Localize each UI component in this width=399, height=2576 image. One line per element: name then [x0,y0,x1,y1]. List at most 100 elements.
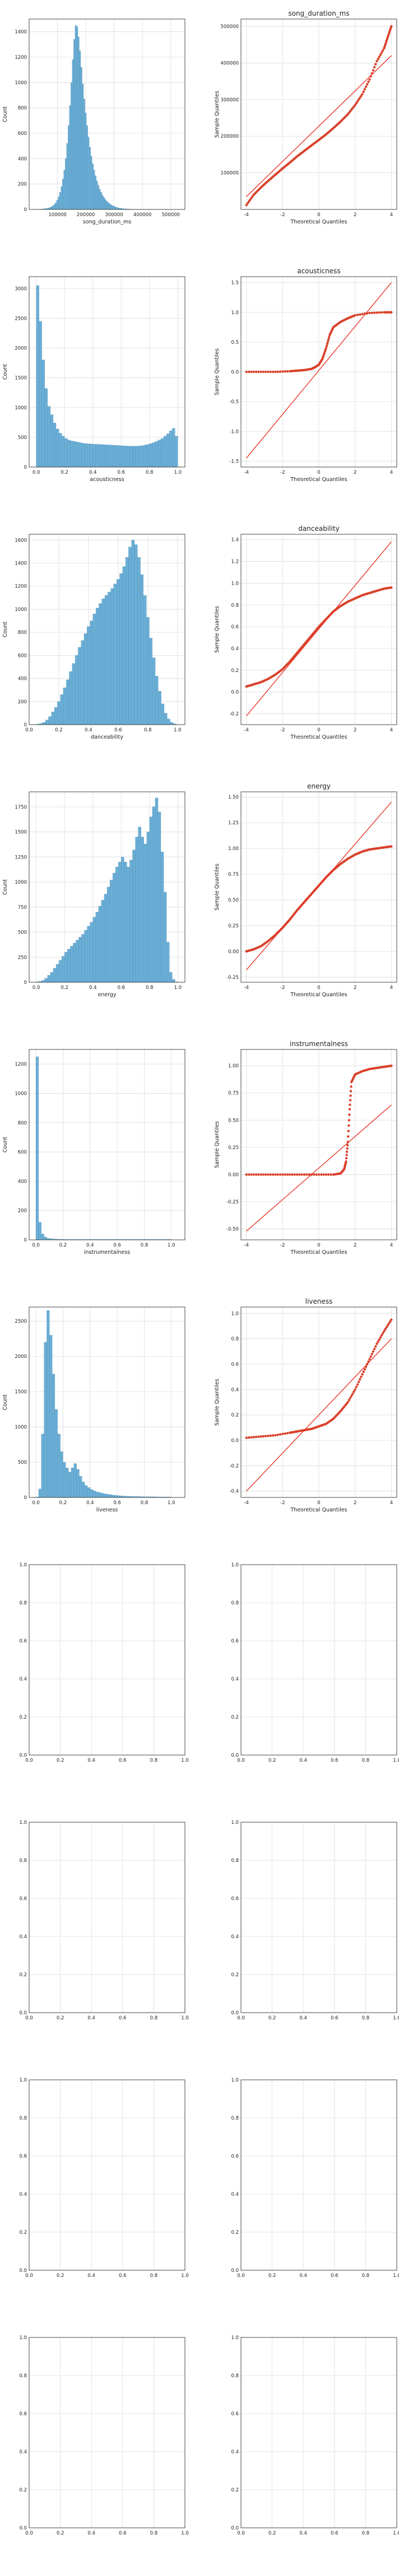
histogram-bar [78,442,82,468]
qq-point [317,1173,321,1176]
x-tick-label: 300000 [105,212,123,218]
histogram-bar [53,968,57,983]
qq-point [274,1173,277,1176]
y-tick-label: 600 [18,1150,27,1155]
x-tick-label: -4 [244,1243,248,1248]
x-tick-label: 0.2 [61,470,68,475]
axes-frame [29,1564,185,1756]
qq-point [327,1173,330,1176]
qq-point [360,95,363,97]
y-tick-label: 0.2 [231,2230,239,2236]
plot-area [29,2337,185,2528]
histogram-bar [169,972,173,983]
histogram-bar [50,414,54,468]
y-tick-label: 0 [24,1238,27,1243]
y-axis-label: Sample Quantiles [214,606,220,653]
histogram-bar [68,125,69,210]
histogram-bar [112,445,116,468]
qq-point [284,1432,286,1435]
histogram-bar [140,574,143,725]
histogram-bar [72,59,74,210]
qq-point [279,1433,282,1436]
y-axis-label: Sample Quantiles [214,864,220,911]
y-tick-label: 0.4 [19,2449,27,2455]
histogram-bar [122,566,126,725]
qq-point [245,203,248,207]
x-tick-label: 4 [390,1243,393,1248]
y-tick-label: 0.0 [231,2010,239,2016]
histogram-bar [101,599,105,725]
x-tick-label: 0.0 [33,470,40,475]
histogram-bar [134,544,138,725]
y-tick-label: 0.8 [19,2373,27,2379]
y-tick-label: 1.2 [231,559,239,565]
y-tick-label: 0.2 [231,1972,239,1978]
histogram-bar [70,946,73,983]
histogram-bar [68,1472,72,1498]
x-tick-label: 0.6 [119,2273,127,2279]
qq-point [259,370,262,374]
panel-empty-4: 0.0 0.2 0.4 0.6 0.8 1.0 0.0 0.2 0.4 0.6 0.8 1.0 [19,2078,188,2279]
qq-point [264,370,267,374]
qq-point [259,1435,262,1438]
y-tick-label: 3000 [15,286,27,292]
y-tick-label: 0.6 [231,1639,239,1644]
qq-point [361,1373,364,1376]
qq-point [269,1173,272,1176]
y-tick-label: 0.0 [19,2268,27,2274]
histogram-bar [95,912,99,983]
y-tick-label: 1000 [15,405,27,411]
y-tick-label: 0.0 [231,1753,239,1758]
panel-empty-1: 0.0 0.2 0.4 0.6 0.8 1.0 0.0 0.2 0.4 0.6 0.8 1.0 [231,1562,399,1763]
y-axis-label: Count [2,1137,8,1152]
axes-frame [240,1564,397,1756]
qq-point [284,370,286,373]
y-tick-label: 0.4 [231,2449,239,2455]
histogram-bar [64,952,68,983]
y-tick-label: 200 [18,1208,27,1214]
y-tick-label: 0.4 [231,1677,239,1682]
qq-point [247,1436,250,1439]
y-axis-label: Count [2,364,8,380]
y-tick-label: -0.4 [229,1489,239,1495]
histogram-bar [128,547,132,725]
x-tick-label: 0.0 [25,1758,33,1763]
histogram-bar [117,1495,120,1498]
plot-area [29,1049,185,1240]
histogram-bar [45,720,49,725]
panel-qq-5: -4 -2 0 2 4 -0.4 -0.2 0.0 0.2 0.4 0.6 0.8 1.0 livenes… [214,1298,397,1513]
histogram-bar [152,657,156,725]
y-tick-label: 200 [18,699,27,705]
x-tick-label: 2 [354,470,356,475]
qq-point [246,202,249,205]
qq-point [356,314,359,316]
histogram-bar [109,445,113,468]
qq-point [313,1173,316,1176]
histogram-bar [137,557,141,725]
qq-point [259,1173,262,1176]
histogram-bar [77,36,80,210]
x-tick-label: 0.0 [237,2531,245,2536]
qq-point [300,1173,304,1176]
y-tick-label: 1400 [15,30,27,35]
qq-point [347,1124,350,1127]
y-tick-label: -0.5 [229,399,239,405]
panel-hist-0: 100000 200000 300000 400000 500000 0 200 400 600… [2,18,185,225]
histogram-bar [80,67,82,210]
qq-point [251,195,254,198]
y-tick-label: 0.2 [19,2488,27,2493]
y-tick-label: 0.8 [231,1600,239,1606]
x-tick-label: 0.0 [32,1243,40,1248]
histogram-bar [160,852,164,983]
qq-point [368,78,371,81]
x-tick-label: 0.4 [87,2531,95,2536]
x-tick-label: 4 [390,727,393,733]
qq-point [262,1173,265,1176]
qq-point [354,1388,356,1391]
x-tick-label: 2 [354,1500,356,1506]
histogram-bar [146,617,150,725]
y-tick-label: 1200 [15,1062,27,1067]
qq-point [370,311,374,314]
x-axis-label: Theoretical Quantiles [290,1507,347,1513]
qq-point [380,311,383,314]
